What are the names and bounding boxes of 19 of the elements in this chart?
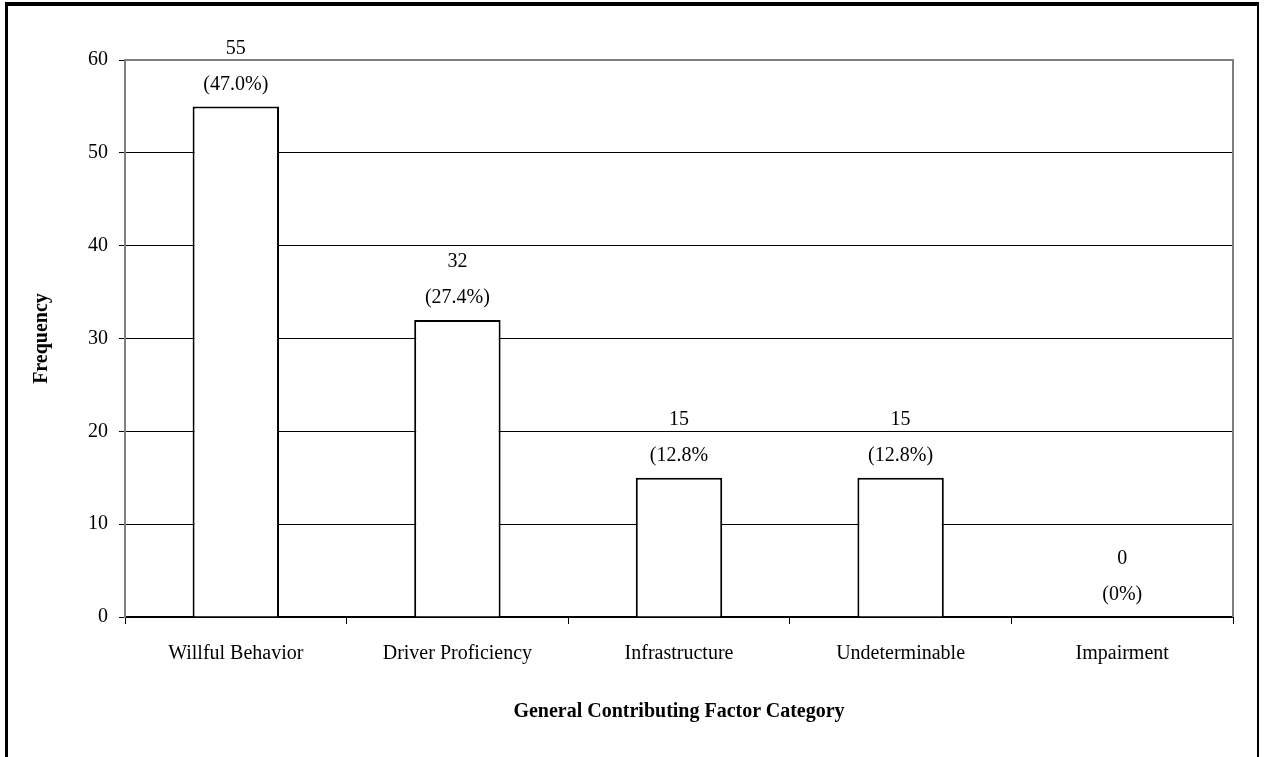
y-tick-label: 60 bbox=[88, 47, 108, 70]
x-tick-label: Impairment bbox=[1075, 641, 1170, 665]
x-axis-title: General Contributing Factor Category bbox=[513, 699, 845, 723]
x-tick-label: Infrastructure bbox=[624, 641, 734, 664]
y-tick-label: 50 bbox=[88, 140, 108, 163]
data-label: 55 (47.0%) bbox=[203, 35, 269, 95]
y-tick-label: 30 bbox=[88, 325, 108, 348]
x-tick-label: Willful Behavior bbox=[168, 641, 304, 664]
x-tick-label: Driver Proficiency bbox=[382, 641, 533, 665]
data-label: 32 (27.4%) bbox=[424, 249, 490, 309]
data-label: 15 (12.8%) bbox=[868, 407, 934, 466]
y-axis-title: Frequency bbox=[29, 293, 53, 384]
data-label: 0 (0%) bbox=[1102, 546, 1143, 606]
y-tick-label: 0 bbox=[98, 604, 108, 627]
y-tick-label: 40 bbox=[88, 232, 108, 255]
x-tick-label: Undeterminable bbox=[836, 641, 966, 664]
data-label: 15 (12.8% bbox=[649, 407, 709, 466]
y-tick-label: 20 bbox=[88, 418, 108, 441]
y-tick-label: 10 bbox=[88, 511, 108, 534]
